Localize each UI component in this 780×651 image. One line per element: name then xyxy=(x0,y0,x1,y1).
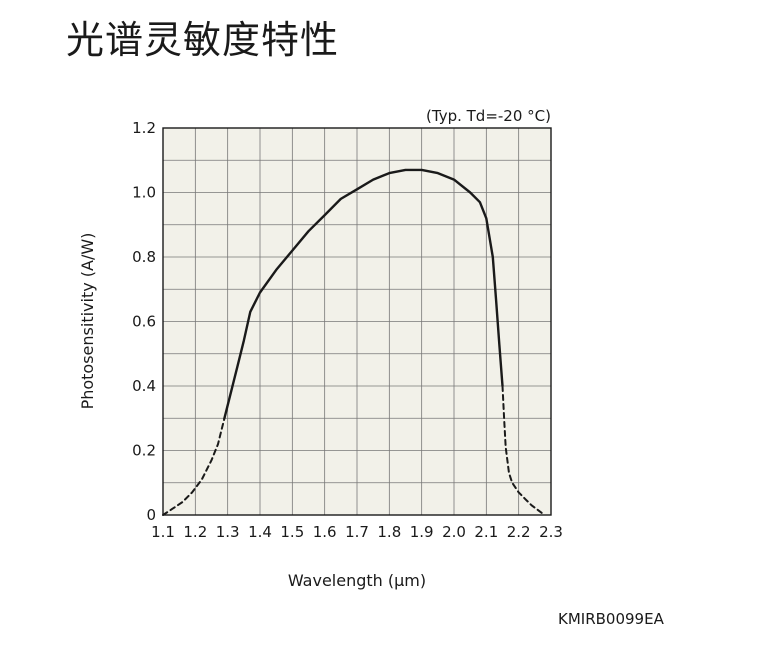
grid-lines xyxy=(163,128,551,515)
x-tick-labels: 1.1 1.2 1.3 1.4 1.5 1.6 1.7 1.8 1.9 2.0 2.1 2.2 2.3 xyxy=(151,523,563,541)
x-axis-label: Wavelength (µm) xyxy=(288,571,426,590)
x-tick-label: 2.0 xyxy=(442,523,466,541)
x-tick-label: 1.9 xyxy=(410,523,434,541)
series-line-dashed-2 xyxy=(501,385,546,516)
x-tick-label: 1.1 xyxy=(151,523,175,541)
x-tick-label: 1.2 xyxy=(183,523,207,541)
y-tick-labels: 0 0.2 0.4 0.6 0.8 1.0 1.2 xyxy=(132,119,156,524)
x-tick-label: 1.5 xyxy=(280,523,304,541)
y-tick-label: 0 xyxy=(146,506,156,524)
x-tick-label: 1.4 xyxy=(248,523,272,541)
y-tick-label: 1.0 xyxy=(132,184,156,202)
series-line-dashed-1 xyxy=(162,417,226,516)
x-tick-label: 2.1 xyxy=(474,523,498,541)
y-tick-label: 0.6 xyxy=(132,313,156,331)
plot-frame xyxy=(162,127,552,516)
x-tick-label: 1.8 xyxy=(377,523,401,541)
x-tick-label: 1.7 xyxy=(345,523,369,541)
y-tick-label: 1.2 xyxy=(132,119,156,137)
y-tick-label: 0.2 xyxy=(132,442,156,460)
x-tick-label: 2.2 xyxy=(507,523,531,541)
y-tick-label: 0.8 xyxy=(132,248,156,266)
y-tick-label: 0.4 xyxy=(132,377,156,395)
y-axis-label: Photosensitivity (A/W) xyxy=(78,233,97,410)
x-tick-label: 1.3 xyxy=(216,523,240,541)
chart-condition: (Typ. Td=-20 °C) xyxy=(426,107,551,125)
x-tick-label: 1.6 xyxy=(313,523,337,541)
page-title: 光谱灵敏度特性 xyxy=(66,18,340,62)
data-series xyxy=(162,168,546,516)
figure-code: KMIRB0099EA xyxy=(558,610,664,628)
x-tick-label: 2.3 xyxy=(539,523,563,541)
series-line-solid xyxy=(223,168,504,420)
